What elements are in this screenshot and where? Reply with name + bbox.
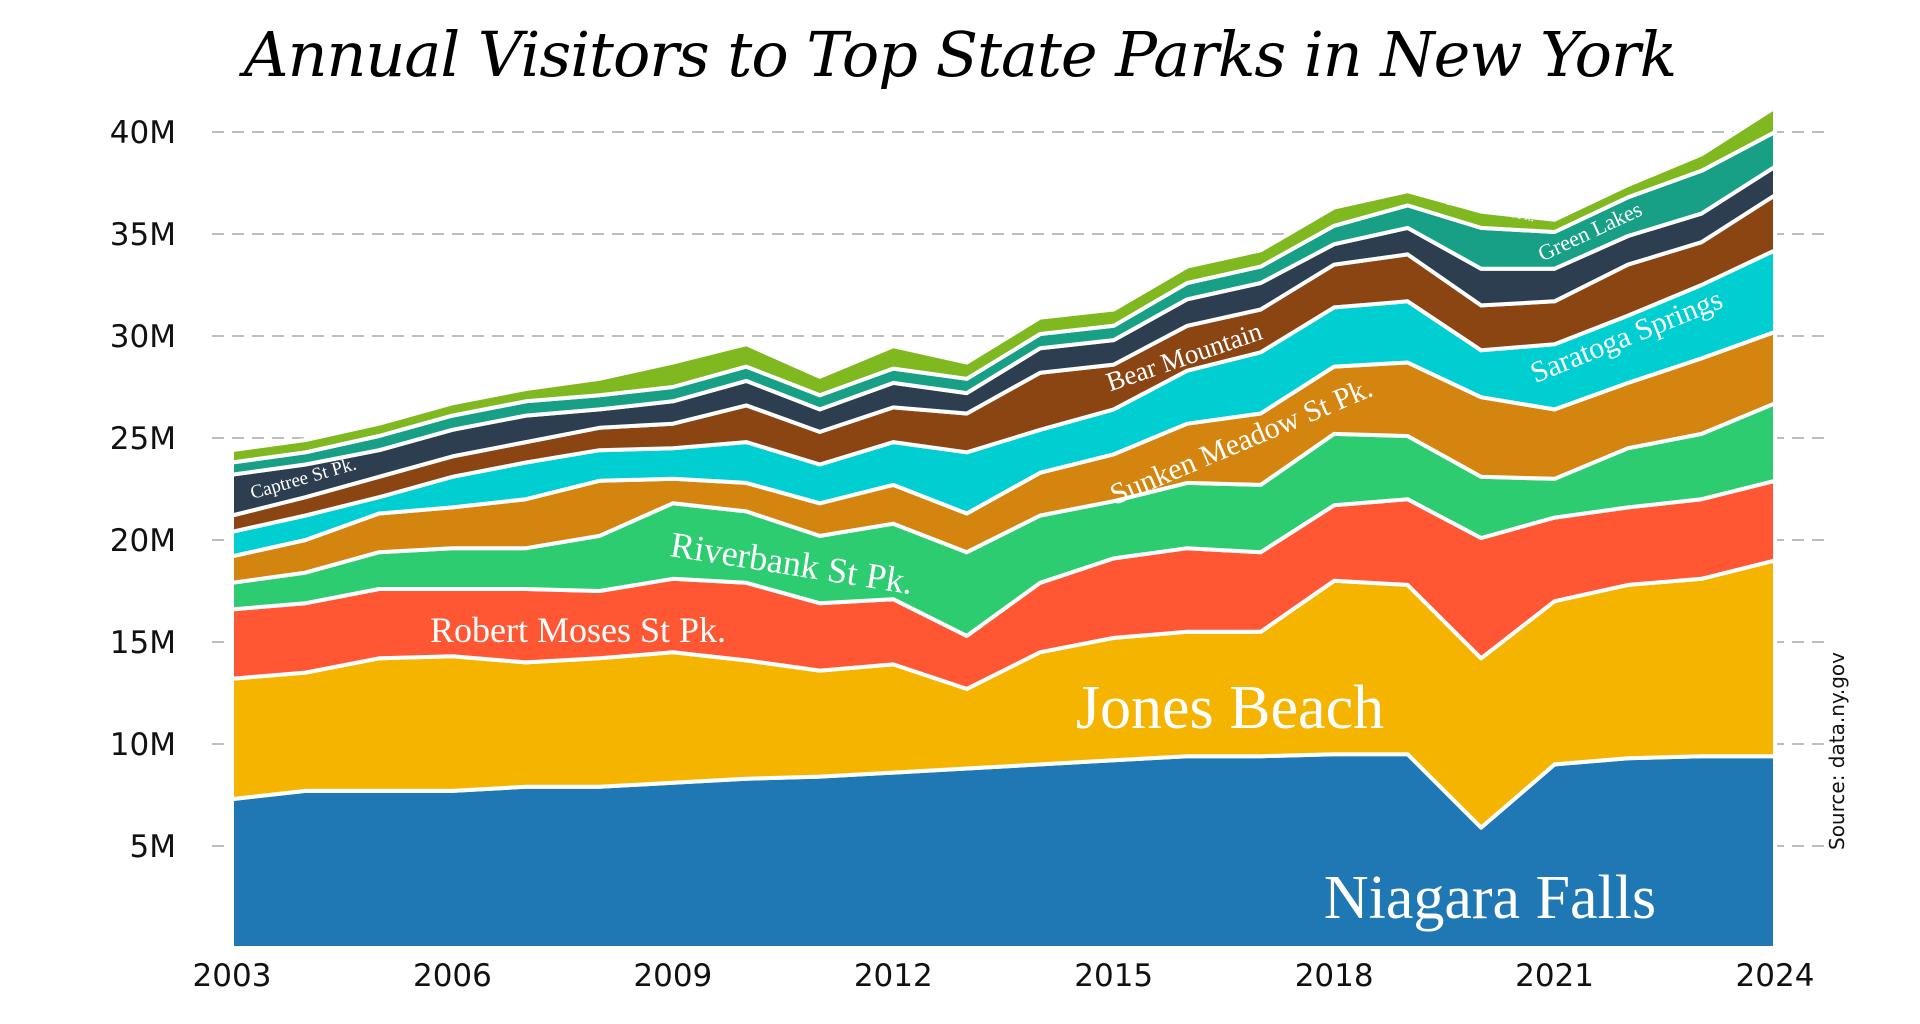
x-tick-label: 2012 [854,958,933,994]
x-tick-label: 2015 [1074,958,1153,994]
x-tick-label: 2021 [1515,958,1594,994]
series-label-robert-moses-st-pk: Robert Moses St Pk. [430,610,726,650]
x-tick-label: 2003 [193,958,272,994]
x-tick-label: 2006 [413,958,492,994]
y-axis-ticks: 5M 10M 15M 20M 25M 30M 35M 40M [110,115,176,865]
y-tick-label: 20M [110,523,176,559]
series-label-niagara-falls: Niagara Falls [1324,864,1656,932]
x-tick-label: 2024 [1736,958,1815,994]
y-tick-label: 35M [110,217,176,253]
y-tick-label: 40M [110,115,176,151]
chart-title: Annual Visitors to Top State Parks in Ne… [239,18,1676,91]
y-tick-label: 25M [110,421,176,457]
source-note: Source: data.ny.gov [1825,652,1849,850]
x-axis-ticks: 2003 2006 2009 2012 2015 2018 2021 2024 [193,958,1815,994]
y-tick-label: 30M [110,319,176,355]
area-heckscher-st-pk [230,105,1777,465]
area-layers [230,105,1777,950]
y-tick-label: 15M [110,625,176,661]
x-tick-label: 2009 [633,958,712,994]
y-tick-label: 5M [130,829,176,865]
x-tick-label: 2018 [1295,958,1374,994]
y-tick-label: 10M [110,727,176,763]
series-label-jones-beach: Jones Beach [1076,674,1384,742]
